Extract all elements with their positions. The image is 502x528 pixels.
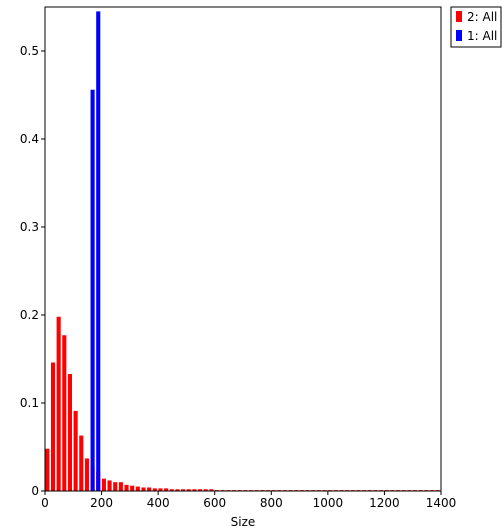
x-tick-label: 600 [203,496,226,510]
bar-series-1-bin-23 [175,489,180,491]
bar-series-1-bin-24 [181,489,186,491]
bar-series-1-bin-25 [186,489,191,491]
x-tick-label: 1000 [313,496,344,510]
bar-series-1-bin-14 [124,484,129,491]
bar-series-1-bin-26 [192,489,197,491]
bar-series-1-bin-17 [141,487,146,491]
bar-series-1-bin-6 [79,435,84,491]
y-tick-label: 0.3 [20,220,39,234]
y-tick-label: 0.4 [20,132,39,146]
bar-series-1-bin-28 [203,489,208,491]
bar-series-1-bin-29 [209,489,214,491]
x-axis-title: Size [231,515,256,528]
y-tick-label: 0.2 [20,308,39,322]
x-tick-label: 1200 [369,496,400,510]
bar-series-1-bin-5 [73,410,78,491]
bar-series-1-bin-19 [152,488,157,491]
bar-series-1-bin-16 [135,486,140,491]
x-tick-label: 800 [260,496,283,510]
y-axis: 0 0.1 0.2 0.3 0.4 0.5 [20,44,45,498]
bar-series-1-bin-22 [169,489,174,491]
bar-series-1-bin-7 [84,458,89,491]
x-axis: 0 200 400 600 800 1000 1200 1400 [41,491,456,510]
plot-frame [44,6,442,492]
legend-swatch-series-1 [456,11,462,22]
legend-swatch-series-2 [456,30,462,41]
bar-series-2-bin-1 [96,11,101,492]
legend: 2: All 1: All [450,6,502,48]
bar-series-1-bin-20 [158,488,163,491]
legend-label-series-2: 1: All [467,29,497,43]
bar-series-1-bin-2 [56,316,61,491]
x-tick-label: 1400 [426,496,457,510]
bar-series-1-bin-4 [67,373,72,491]
y-tick-label: 0.1 [20,396,39,410]
x-tick-label: 0 [41,496,49,510]
x-tick-label: 200 [90,496,113,510]
x-tick-label: 400 [147,496,170,510]
bar-series-1-bin-13 [118,482,123,491]
bar-series-2-bin-0 [90,89,95,491]
y-tick-label: 0 [31,484,39,498]
bars-layer [45,11,440,492]
bar-series-1-bin-0 [45,448,50,491]
bar-series-1-bin-27 [198,489,203,491]
bar-series-1-bin-10 [101,478,106,491]
y-tick-label: 0.5 [20,44,39,58]
bar-series-1-bin-12 [113,482,118,491]
bar-series-1-bin-3 [62,335,67,491]
bar-series-1-bin-18 [147,487,152,491]
legend-label-series-1: 2: All [467,10,497,24]
bar-series-1-bin-11 [107,480,112,491]
bar-series-1-bin-1 [50,362,56,491]
bar-series-1-bin-15 [130,485,135,491]
bar-series-1-bin-21 [164,488,169,491]
